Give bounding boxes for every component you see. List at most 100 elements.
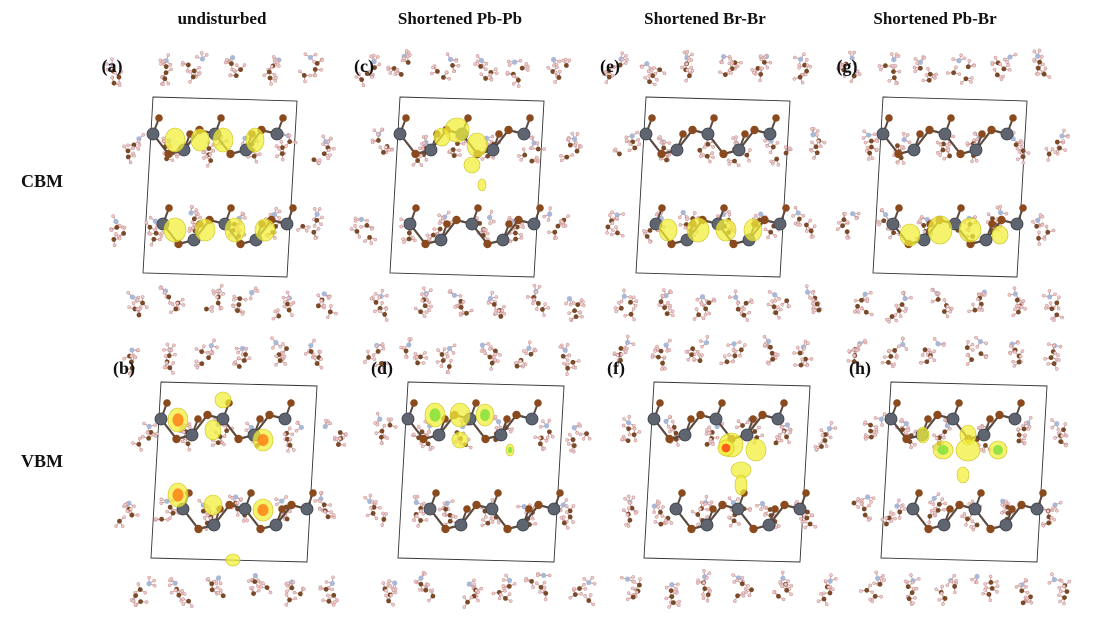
br-atom	[802, 489, 810, 497]
hydrogen	[763, 343, 766, 346]
hydrogen	[292, 448, 295, 451]
carbon	[892, 75, 897, 80]
hydrogen	[576, 132, 579, 135]
carbon	[507, 584, 512, 589]
hydrogen	[270, 337, 273, 340]
hydrogen	[774, 299, 777, 302]
hydrogen	[781, 571, 784, 574]
hydrogen	[496, 359, 499, 362]
hydrogen	[222, 443, 225, 446]
hydrogen	[182, 303, 185, 306]
hydrogen	[256, 289, 259, 292]
hydrogen	[565, 498, 568, 501]
hydrogen	[559, 345, 562, 348]
carbon	[315, 361, 320, 366]
hydrogen	[128, 306, 131, 309]
hydrogen	[112, 215, 115, 218]
hydrogen	[542, 314, 545, 317]
orbital-lobe	[450, 403, 470, 427]
hydrogen	[544, 598, 547, 601]
hydrogen	[1022, 300, 1025, 303]
hydrogen	[291, 433, 294, 436]
hydrogen	[946, 315, 949, 318]
hydrogen	[579, 145, 582, 148]
hydrogen	[888, 236, 891, 239]
hydrogen	[423, 315, 426, 318]
hydrogen	[304, 53, 307, 56]
hydrogen	[290, 314, 293, 317]
carbon	[921, 223, 926, 228]
pb-atom	[733, 144, 745, 156]
hydrogen	[711, 156, 714, 159]
hydrogen	[512, 82, 515, 85]
hydrogen	[314, 74, 317, 77]
hydrogen	[702, 581, 705, 584]
hydrogen	[195, 347, 198, 350]
carbon	[947, 154, 952, 159]
hydrogen	[526, 68, 529, 71]
hydrogen	[305, 229, 308, 232]
hydrogen	[766, 144, 769, 147]
hydrogen	[647, 70, 650, 73]
hydrogen	[417, 425, 420, 428]
pb-atom	[271, 128, 283, 140]
carbon	[242, 358, 247, 363]
nitrogen	[780, 576, 785, 581]
pb-atom	[424, 503, 436, 515]
br-atom	[720, 204, 728, 212]
hydrogen	[534, 290, 537, 293]
hydrogen	[481, 157, 484, 160]
hydrogen	[788, 147, 791, 150]
hydrogen	[277, 147, 280, 150]
carbon	[364, 223, 369, 228]
nitrogen	[563, 348, 568, 353]
hydrogen	[229, 74, 232, 77]
hydrogen	[513, 582, 516, 585]
hydrogen	[509, 599, 512, 602]
hydrogen	[285, 590, 288, 593]
body: undisturbed Shortened Pb-Pb Shortened Br…	[0, 0, 1100, 630]
hydrogen	[834, 577, 837, 580]
hydrogen	[209, 153, 212, 156]
hydrogen	[522, 226, 525, 229]
hydrogen	[616, 354, 619, 357]
carbon	[382, 312, 387, 317]
br-atom	[657, 150, 665, 158]
hydrogen	[318, 507, 321, 510]
pb-atom	[772, 413, 784, 425]
hydrogen	[902, 132, 905, 135]
hydrogen	[632, 343, 635, 346]
carbon	[355, 229, 360, 234]
carbon	[773, 310, 778, 315]
carbon	[166, 295, 171, 300]
hydrogen	[628, 433, 631, 436]
carbon	[406, 60, 411, 65]
hydrogen	[423, 351, 426, 354]
hydrogen	[132, 302, 135, 305]
hydrogen	[568, 59, 571, 62]
carbon	[1047, 152, 1052, 157]
carbon	[492, 302, 497, 307]
carbon	[706, 592, 711, 597]
hydrogen	[269, 213, 272, 216]
pb-atom	[671, 144, 683, 156]
br-atom	[749, 525, 757, 533]
nitrogen	[330, 581, 335, 586]
hydrogen	[412, 163, 415, 166]
carbon	[808, 522, 813, 527]
hydrogen	[332, 513, 335, 516]
hydrogen	[329, 137, 332, 140]
hydrogen	[517, 154, 520, 157]
hydrogen	[568, 312, 571, 315]
carbon	[300, 224, 305, 229]
carbon	[918, 66, 923, 71]
carbon	[192, 69, 197, 74]
carbon	[799, 363, 804, 368]
unit-cell	[636, 97, 790, 277]
hydrogen	[673, 590, 676, 593]
hydrogen	[385, 512, 388, 515]
hydrogen	[947, 149, 950, 152]
hydrogen	[668, 415, 671, 418]
hydrogen	[1020, 141, 1023, 144]
hydrogen	[871, 157, 874, 160]
